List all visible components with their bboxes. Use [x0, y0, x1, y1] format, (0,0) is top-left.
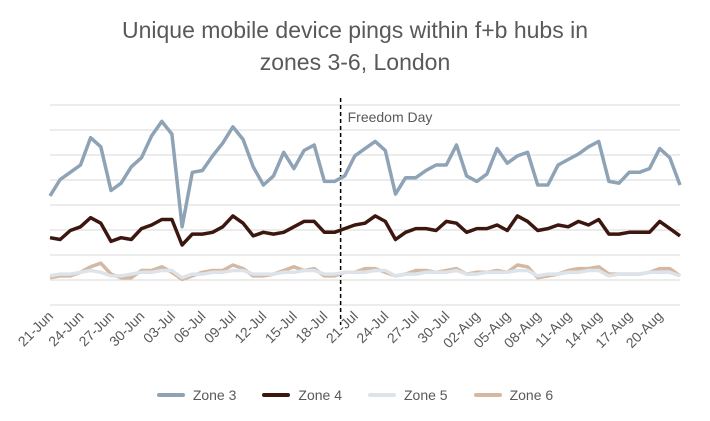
legend-item-zone-3: Zone 3	[156, 387, 237, 403]
legend-swatch	[262, 393, 291, 397]
legend-label: Zone 6	[509, 387, 554, 403]
legend-item-zone-6: Zone 6	[473, 387, 554, 403]
series-line-zone-4	[49, 214, 682, 247]
series-line-zone-5	[49, 268, 681, 280]
x-tick-label: 12-Jul	[231, 308, 269, 346]
x-tick-label: 06-Jul	[170, 308, 208, 346]
chart-title-line-1: Unique mobile device pings within f+b hu…	[121, 17, 589, 43]
x-tick-label: 15-Jul	[262, 308, 300, 346]
legend-swatch	[473, 393, 502, 397]
legend: Zone 3 Zone 4 Zone 5 Zone 6	[0, 387, 710, 403]
series-line-zone-3	[48, 119, 682, 229]
legend-swatch	[156, 393, 185, 397]
freedom-day-marker: Freedom Day	[339, 98, 433, 325]
chart-title-line-2: zones 3-6, London	[259, 49, 451, 75]
series-line-zone-6	[49, 261, 682, 282]
legend-item-zone-4: Zone 4	[262, 387, 342, 403]
series-lines	[48, 119, 682, 282]
legend-label: Zone 4	[298, 387, 342, 403]
x-tick-label: 18-Jul	[292, 308, 330, 346]
x-tick-label: 24-Jul	[353, 308, 391, 346]
legend-label: Zone 5	[404, 387, 448, 403]
gridlines	[50, 104, 680, 306]
chart-title: Unique mobile device pings within f+b hu…	[0, 14, 710, 78]
x-tick-label: 30-Jun	[106, 308, 148, 350]
x-tick-label: 21-Jul	[323, 308, 361, 346]
x-tick-label: 27-Jul	[384, 308, 422, 346]
freedom-day-label: Freedom Day	[348, 109, 433, 125]
x-tick-label: 09-Jul	[201, 308, 239, 346]
legend-item-zone-5: Zone 5	[368, 387, 448, 403]
x-axis-tick-labels: 21-Jun24-Jun27-Jun30-Jun03-Jul06-Jul09-J…	[15, 308, 666, 351]
legend-label: Zone 3	[192, 387, 237, 403]
x-tick-label: 03-Jul	[140, 308, 178, 346]
legend-swatch	[368, 393, 396, 397]
